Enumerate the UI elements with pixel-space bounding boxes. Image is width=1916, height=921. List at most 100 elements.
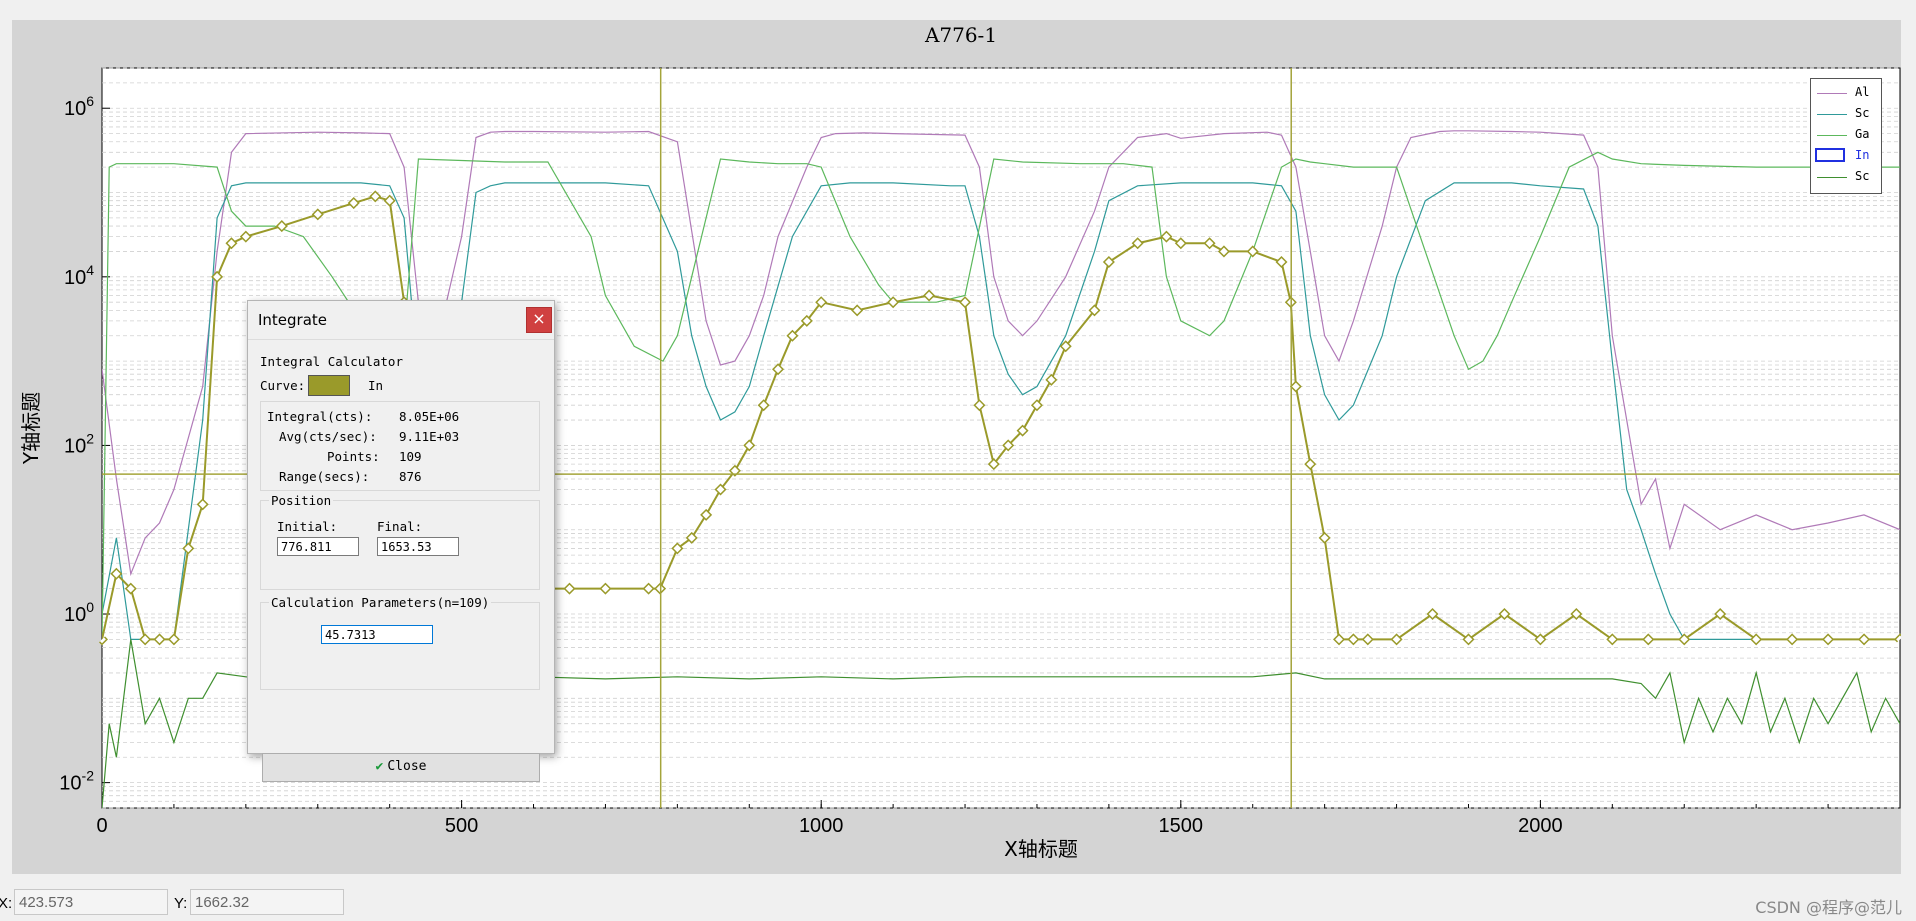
stat-label-points: Points: [327,449,380,464]
series-marker-in [1642,633,1655,646]
legend-swatch [1817,177,1847,178]
stat-label-avg: Avg(cts/sec): [279,429,377,444]
series-marker-in [182,542,195,555]
series-marker-in [800,314,813,327]
y-tick-label: 100 [64,599,94,626]
series-marker-in [167,633,180,646]
y-tick-label: 106 [64,93,94,120]
series-marker-in [714,483,727,496]
series-marker-in [700,508,713,521]
series-line-sc [102,639,1900,808]
series-marker-in [959,296,972,309]
series-marker-in [153,633,166,646]
stat-value-integral: 8.05E+06 [399,409,460,424]
series-marker-in [815,296,828,309]
legend-swatch [1817,93,1847,94]
series-marker-in [1030,399,1043,412]
series-marker-in [124,582,137,595]
y-tick-label: 102 [64,430,94,457]
series-marker-in [1858,633,1871,646]
stat-value-avg: 9.11E+03 [399,429,460,444]
series-marker-in [973,399,986,412]
series-marker-in [772,363,785,376]
series-marker-in [1246,245,1259,258]
status-bar: X: 423.573 Y: 1662.32 [0,887,1916,921]
series-marker-in [383,194,396,207]
stat-label-integral: Integral(cts): [267,409,373,424]
series-marker-in [275,220,288,233]
series-marker-in [1217,245,1230,258]
legend-swatch [1815,148,1845,162]
initial-label: Initial: [277,519,338,534]
series-marker-in [1678,633,1691,646]
x-tick-label: 1500 [1159,815,1204,837]
dialog-title: Integrate [258,311,328,329]
stat-value-points: 109 [399,449,422,464]
legend-item[interactable]: Sc [1815,168,1877,186]
calc-params-group: Calculation Parameters(n=109) 45.7313 [260,595,540,690]
legend-label: Sc [1855,106,1870,120]
position-title: Position [269,493,334,508]
series-marker-in [1426,608,1439,621]
series-marker-in [728,464,741,477]
x-coord-label: X: [0,895,13,912]
series-marker-in [1361,633,1374,646]
dialog-close-button[interactable]: × [526,307,552,333]
series-marker-in [1016,424,1029,437]
series-marker-in [1786,633,1799,646]
series-marker-in [347,197,360,210]
y-coord-field: 1662.32 [190,889,344,915]
series-marker-in [1088,304,1101,317]
series-marker-in [1390,633,1403,646]
series-marker-in [211,270,224,283]
series-marker-in [563,582,576,595]
y-tick-label: 104 [64,262,94,289]
series-marker-in [757,399,770,412]
calc-params-title: Calculation Parameters(n=109) [269,595,492,610]
dialog-body: Integral Calculator Curve: In Integral(c… [248,339,554,782]
legend-item[interactable]: In [1815,147,1877,165]
x-coord-field: 423.573 [14,889,168,915]
series-marker-in [851,304,864,317]
series-line-sc [102,182,1900,641]
initial-input[interactable]: 776.811 [277,537,359,556]
section-title: Integral Calculator [260,354,403,369]
series-marker-in [239,230,252,243]
legend-label: Ga [1855,127,1870,141]
series-marker-in [369,190,382,203]
y-axis-label: Y轴标题 [19,392,43,465]
series-marker-in [1275,255,1288,268]
legend-swatch [1817,135,1847,136]
series-marker-in [1102,255,1115,268]
legend-label: In [1855,148,1870,162]
stat-value-range: 876 [399,469,422,484]
series-marker-in [1606,633,1619,646]
series-marker-in [196,498,209,511]
x-tick-label: 1000 [799,815,844,837]
series-line-al [102,130,1900,577]
close-button[interactable]: ✔ Close [262,753,540,782]
series-marker-in [1174,237,1187,250]
curve-color-swatch [308,375,350,396]
legend: Al Sc Ga In Sc [1810,78,1882,194]
series-marker-in [1318,531,1331,544]
series-marker-in [786,329,799,342]
series-marker-in [1304,458,1317,471]
legend-item[interactable]: Ga [1815,126,1877,144]
series-marker-in [110,567,123,580]
calc-param-input[interactable]: 45.7313 [321,625,433,644]
series-marker-in [923,289,936,302]
series-marker-in [1045,373,1058,386]
series-marker-in [1462,633,1475,646]
final-input[interactable]: 1653.53 [377,537,459,556]
curve-name: In [368,378,384,393]
x-tick-label: 0 [96,815,107,837]
legend-item[interactable]: Sc [1815,105,1877,123]
series-marker-in [1131,237,1144,250]
series-marker-in [1203,237,1216,250]
legend-item[interactable]: Al [1815,84,1877,102]
x-axis-label: X轴标题 [1004,837,1078,861]
series-marker-in [642,582,655,595]
series-marker-in [599,582,612,595]
final-label: Final: [377,519,423,534]
